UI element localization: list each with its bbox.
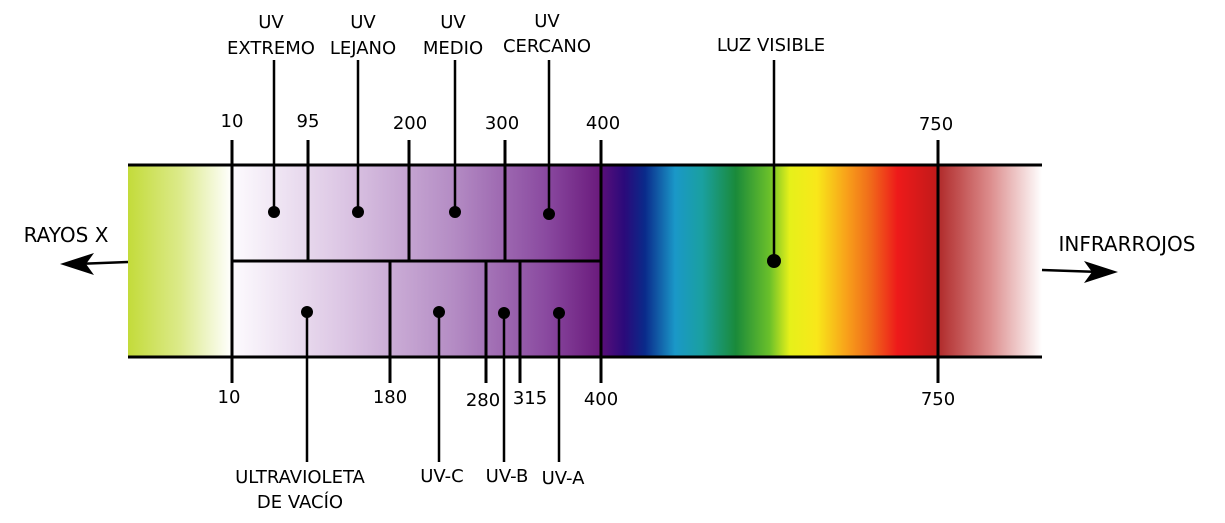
uv-medio-label-line1: UV: [440, 12, 466, 33]
uv-c-label: UV-C: [420, 466, 464, 487]
uv-lejano-label-line2: LEJANO: [330, 38, 396, 59]
uv-b-label: UV-B: [486, 466, 529, 487]
uv-cercano-dot: [543, 208, 555, 220]
uv-a-label: UV-A: [542, 468, 586, 489]
infrared-arrowhead: [1084, 261, 1118, 283]
uv-extremo-label-line2: EXTREMO: [227, 38, 315, 59]
uv-vacio-dot: [301, 306, 313, 318]
uv-lejano-label-line1: UV: [350, 12, 376, 33]
top-tick-label-10: 10: [221, 111, 244, 132]
uv-medio-dot: [449, 206, 461, 218]
visible-light-label: LUZ VISIBLE: [717, 35, 825, 56]
top-tick-label-200: 200: [393, 113, 427, 134]
bottom-tick-label-280: 280: [466, 390, 500, 411]
bottom-tick-label-315: 315: [513, 388, 547, 409]
uv-medio-label-line2: MEDIO: [423, 38, 483, 59]
uv-cercano-label-line2: CERCANO: [503, 36, 591, 57]
infrared-arrow-line: [1041, 268, 1101, 274]
uv-c-dot: [433, 306, 445, 318]
infrared-band: [938, 165, 1042, 357]
visible-light-dot: [767, 254, 781, 268]
top-tick-label-400: 400: [586, 113, 620, 134]
uv-extremo-label-line1: UV: [258, 12, 284, 33]
xray-arrowhead: [60, 253, 94, 275]
bottom-tick-label-400: 400: [584, 389, 618, 410]
uv-vacio-label-line2: DE VACÍO: [257, 491, 343, 513]
infrared-label: INFRARROJOS: [1058, 232, 1195, 256]
bottom-tick-label-750: 750: [921, 389, 955, 410]
bottom-tick-label-180: 180: [373, 387, 407, 408]
xray-band: [128, 165, 232, 357]
bottom-tick-label-10: 10: [218, 387, 241, 408]
uv-cercano-label-line1: UV: [534, 11, 560, 32]
uv-b-dot: [498, 307, 510, 319]
xray-label: RAYOS X: [24, 223, 109, 247]
uv-extremo-dot: [268, 206, 280, 218]
uv-vacio-label-line1: ULTRAVIOLETA: [235, 467, 365, 488]
top-tick-label-300: 300: [485, 113, 519, 134]
uv-a-dot: [553, 307, 565, 319]
top-tick-label-95: 95: [297, 111, 320, 132]
uv-lejano-dot: [352, 206, 364, 218]
top-tick-label-750: 750: [919, 114, 953, 135]
